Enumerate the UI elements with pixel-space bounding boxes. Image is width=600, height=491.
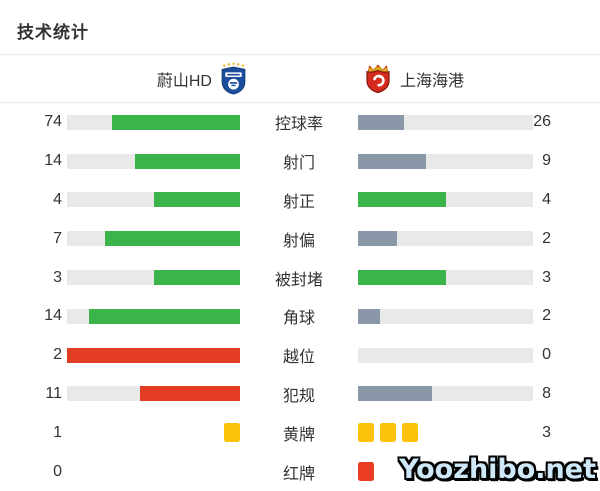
away-bar [358,347,533,363]
away-bar-fill [358,192,446,208]
stat-row: 14 射门 9 [0,142,600,181]
home-bar [67,231,240,247]
away-bar-fill [358,153,427,169]
home-bar-fill [105,231,240,247]
away-bar [358,192,533,208]
away-value: 3 [542,423,551,441]
away-bar-fill [358,231,397,247]
away-value: 2 [542,229,551,247]
home-bar [67,464,240,479]
away-team: 上海海港 [300,55,600,102]
away-value: 4 [542,190,551,208]
away-value: 2 [542,307,551,325]
yellow-card-icon [224,423,240,443]
stat-label: 红牌 [282,465,315,483]
stats-list: 74 控球率 26 14 射门 9 4 射正 4 7 射偏 2 3 被封堵 3 … [0,103,600,491]
panel-header: 技术统计 [0,0,600,55]
stat-label: 犯规 [282,387,315,405]
away-bar-track [358,308,533,324]
away-bar-fill [358,308,380,324]
away-value: 3 [542,268,551,286]
away-bar-fill [358,386,432,402]
away-bar [358,231,533,247]
home-value: 14 [44,307,62,325]
home-bar [67,423,240,443]
home-value: 7 [53,229,62,247]
home-value: 11 [45,384,62,402]
home-bar [67,347,240,363]
team-header: 蔚山HD 上海海港 [0,55,600,103]
home-bar [67,308,240,324]
home-bar-fill [153,270,240,286]
home-bar [67,153,240,169]
home-team-name: 蔚山HD [156,72,212,90]
away-value: 0 [542,346,551,364]
away-bar-track [358,347,533,363]
away-bar-track [358,231,533,247]
stat-row: 7 射偏 2 [0,219,600,258]
away-bar-fill [358,270,446,286]
home-bar-fill [111,114,240,130]
away-team-name: 上海海港 [400,72,465,90]
stat-label: 射门 [282,155,315,173]
home-value: 4 [53,190,62,208]
stat-row: 0 红牌 [0,452,600,491]
stat-row: 3 被封堵 3 [0,258,600,297]
stat-row: 1 黄牌 3 [0,413,600,452]
stat-label: 被封堵 [274,271,323,289]
home-value: 2 [53,346,62,364]
home-bar-fill [134,153,240,169]
stat-row: 11 犯规 8 [0,375,600,414]
home-value: 3 [53,268,62,286]
stat-label: 黄牌 [282,426,315,444]
away-bar [358,270,533,286]
stat-label: 射正 [282,193,315,211]
home-bar-fill [153,192,240,208]
home-bar-fill [139,386,240,402]
stat-label: 越位 [282,349,315,367]
home-team: 蔚山HD [0,55,300,102]
away-bar [358,462,533,482]
stat-row: 2 越位 0 [0,336,600,375]
home-value: 14 [44,152,62,170]
away-bar [358,423,533,443]
stat-row: 4 射正 4 [0,181,600,220]
away-value: 9 [542,152,551,170]
away-bar [358,114,533,130]
stat-label: 控球率 [274,116,323,134]
yellow-card-icon [402,423,418,443]
page-title: 技术统计 [17,23,89,42]
away-bar [358,308,533,324]
home-bar [67,192,240,208]
away-bar [358,386,533,402]
red-card-icon [358,462,374,482]
watermark: Yoozhibo.net [399,454,596,485]
home-value: 0 [53,462,62,480]
stat-label: 角球 [282,310,315,328]
home-team-logo [221,62,246,95]
home-bar [67,114,240,130]
away-value: 26 [533,113,551,131]
away-value: 8 [542,384,551,402]
away-bar-fill [358,114,404,130]
stat-label: 射偏 [282,232,315,250]
home-bar [67,386,240,402]
away-team-logo [366,64,390,94]
yellow-card-icon [358,423,374,443]
away-bar [358,153,533,169]
home-bar-fill [67,347,240,363]
stat-row: 14 角球 2 [0,297,600,336]
yellow-card-icon [380,423,396,443]
stat-row: 74 控球率 26 [0,103,600,142]
home-bar-fill [88,308,240,324]
home-bar [67,270,240,286]
home-value: 1 [53,423,62,441]
home-value: 74 [44,113,62,131]
